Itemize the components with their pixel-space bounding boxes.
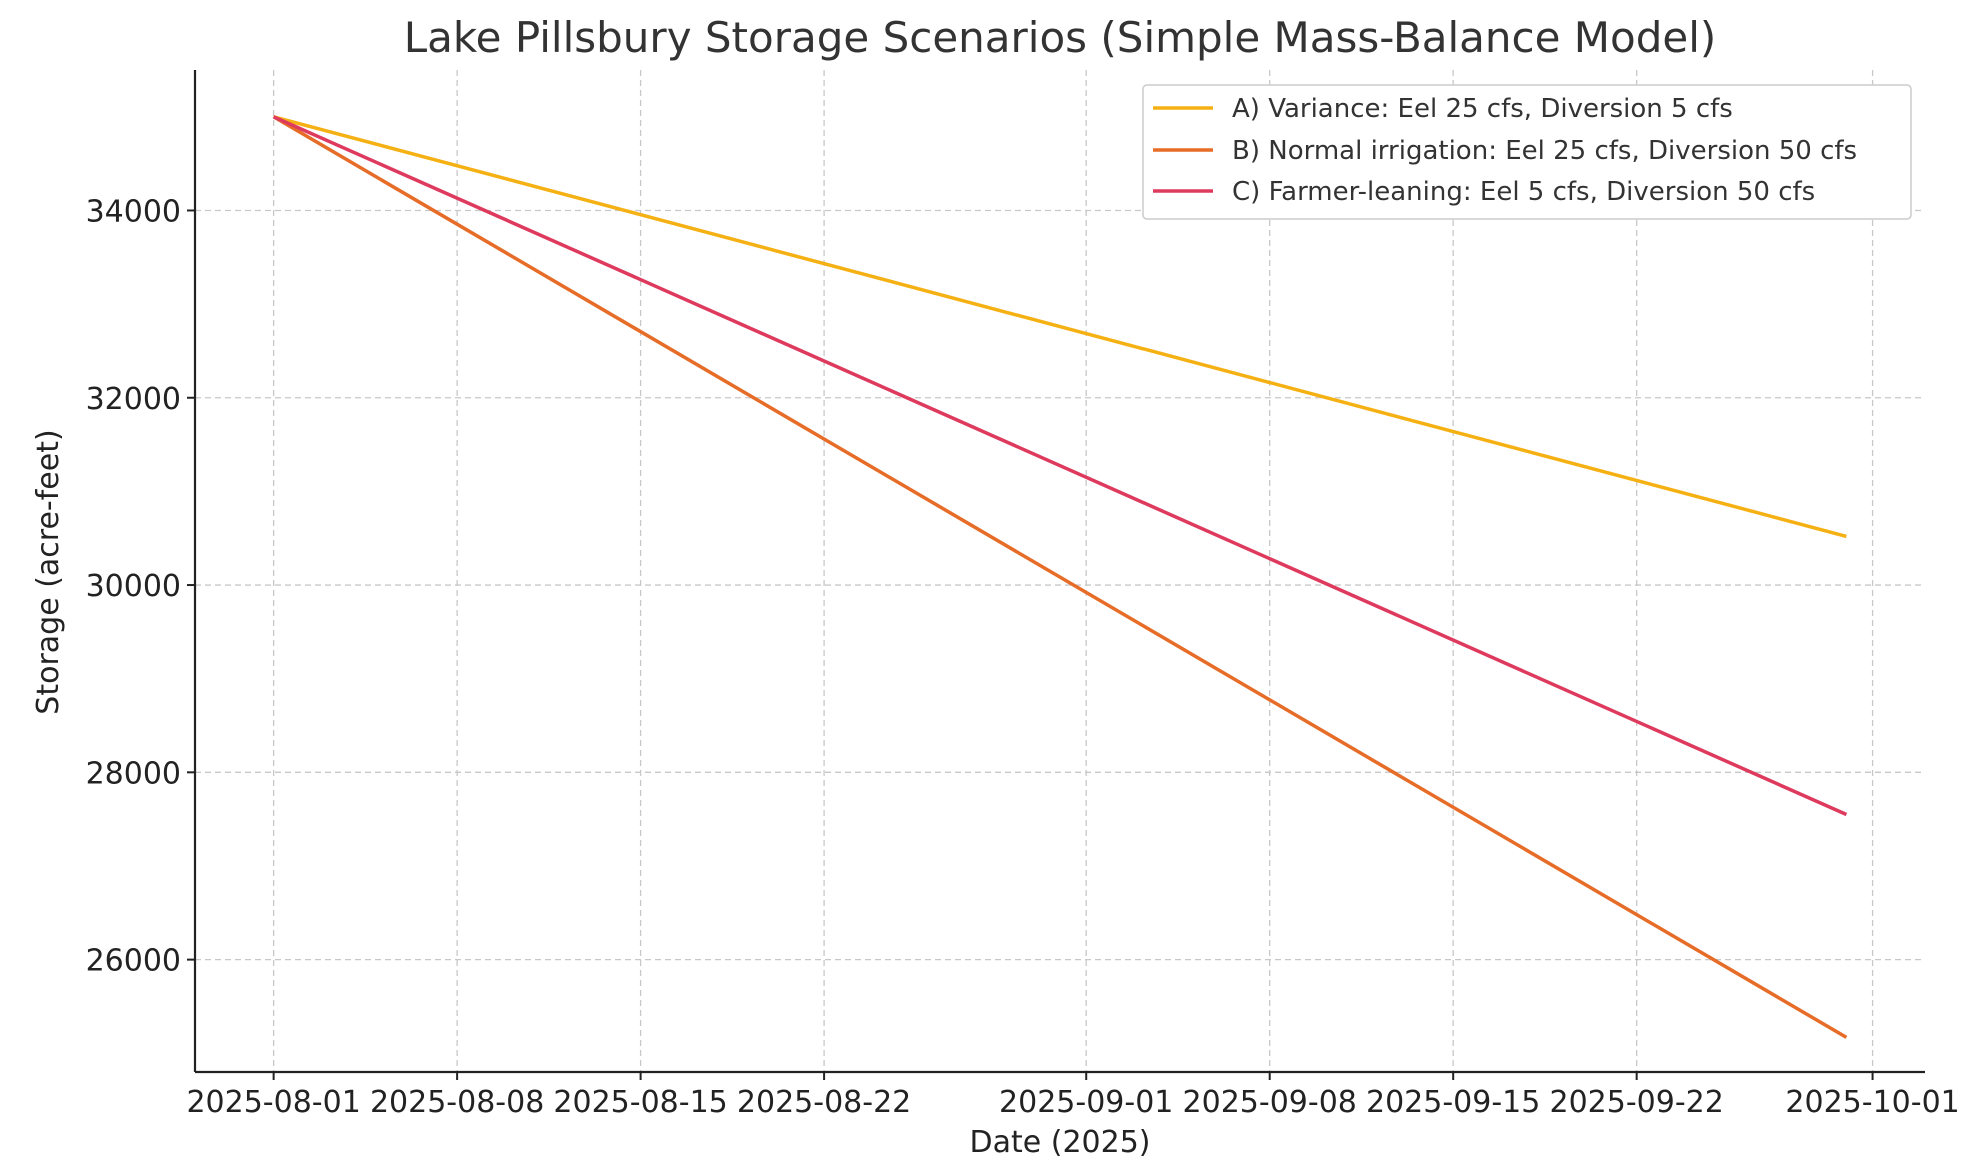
y-tick-label: 30000 [86,569,181,604]
grid [195,70,1925,1072]
legend-box [1142,84,1912,220]
series-line-a [273,115,1847,539]
ticks: 2025-08-01 2025-08-08 2025-08-15 2025-08-22… [86,194,1960,1120]
x-tick-label: 2025-09-08 [1183,1085,1357,1120]
x-tick-label: 2025-09-22 [1549,1085,1723,1120]
y-axis-label: Storage (acre-feet) [31,429,66,714]
legend: A) Variance: Eel 25 cfs, Diversion 5 cfs… [1142,84,1912,220]
legend-label-a: A) Variance: Eel 25 cfs, Diversion 5 cfs [1232,94,1733,124]
y-tick-label: 34000 [86,194,181,229]
x-tick-label: 2025-08-22 [737,1085,911,1120]
x-tick-label: 2025-08-08 [370,1085,544,1120]
x-tick-label: 2025-09-01 [999,1085,1173,1120]
x-tick-label: 2025-09-15 [1366,1085,1540,1120]
legend-label-c: C) Farmer-leaning: Eel 5 cfs, Diversion … [1232,177,1815,207]
y-tick-label: 26000 [86,944,181,979]
axes [193,70,1925,1074]
x-tick-label: 2025-08-01 [186,1085,360,1120]
y-tick-label: 32000 [86,382,181,417]
x-tick-label: 2025-08-15 [553,1085,727,1120]
series-line-c [272,115,1848,817]
chart-title: Lake Pillsbury Storage Scenarios (Simple… [404,13,1717,62]
series-lines [272,115,1848,1039]
x-tick-label: 2025-10-01 [1785,1085,1959,1120]
y-tick-label: 28000 [86,756,181,791]
x-axis-label: Date (2025) [970,1125,1151,1160]
series-line-b [272,115,1848,1039]
legend-label-b: B) Normal irrigation: Eel 25 cfs, Divers… [1232,136,1857,166]
